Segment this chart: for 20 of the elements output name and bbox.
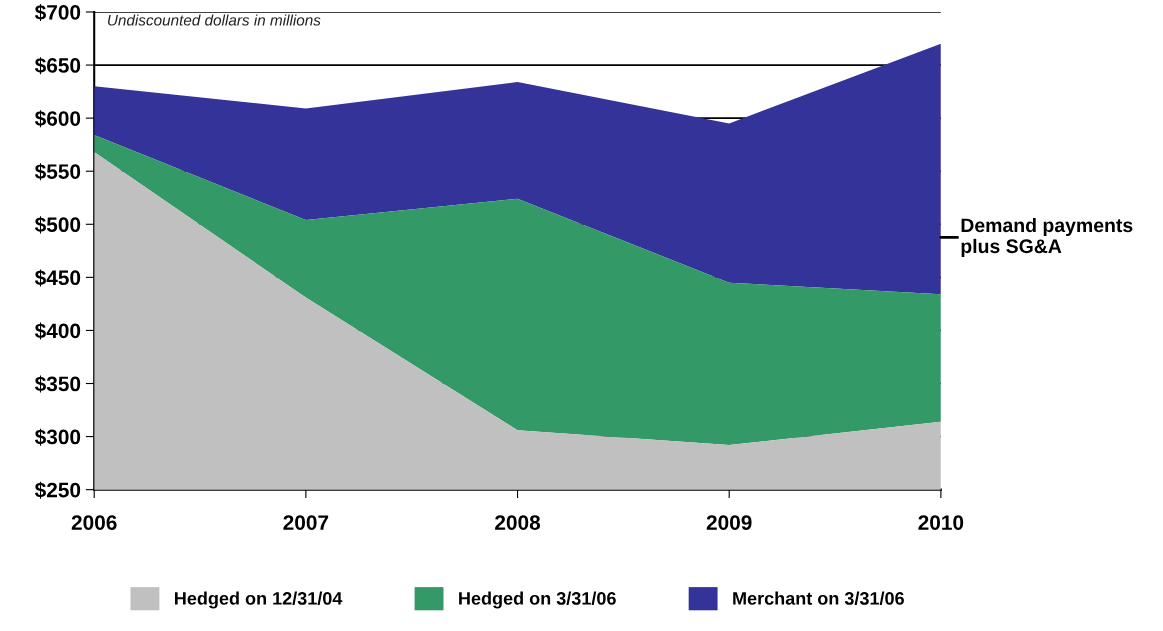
y-tick-label: $450 xyxy=(34,269,81,287)
y-tick-label: $550 xyxy=(34,163,81,181)
y-tick-label: $400 xyxy=(34,322,81,340)
x-tick-label: 2010 xyxy=(918,515,964,530)
x-tick-label: 2009 xyxy=(706,515,752,530)
legend-label: Hedged on 12/31/04 xyxy=(175,591,343,609)
y-tick-label: $650 xyxy=(34,57,81,75)
x-tick-label: 2007 xyxy=(283,515,329,530)
y-tick-label: $700 xyxy=(34,4,81,22)
y-tick-label: $300 xyxy=(34,428,81,446)
y-tick-label: $500 xyxy=(34,216,81,234)
legend-label: Hedged on 3/31/06 xyxy=(459,591,616,609)
legend-label: Merchant on 3/31/06 xyxy=(733,591,904,605)
text: Demand payments plus SG&A xyxy=(961,217,1133,257)
y-tick-label: $600 xyxy=(34,110,81,128)
x-tick-label: 2006 xyxy=(71,515,117,530)
y-tick-label: $350 xyxy=(34,375,81,393)
chart-subtitle: Undiscounted dollars in millions xyxy=(108,14,321,26)
x-tick-label: 2008 xyxy=(495,515,541,530)
y-tick-label: $250 xyxy=(34,481,81,499)
